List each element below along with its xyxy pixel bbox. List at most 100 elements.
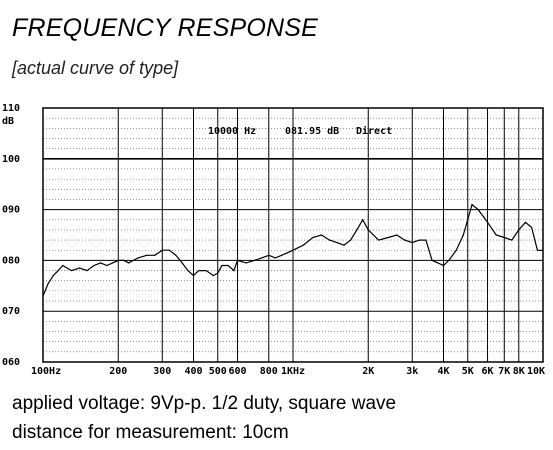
data-point: [221, 264, 223, 267]
x-tick-label: 300: [153, 366, 171, 377]
data-point: [356, 229, 358, 231]
x-tick-label: 600: [229, 366, 247, 377]
data-point: [471, 203, 473, 206]
x-tick-label: 800: [260, 366, 278, 377]
measurement-distance-note: distance for measurement: 10cm: [12, 422, 289, 443]
data-point: [483, 216, 485, 218]
data-point: [467, 219, 469, 221]
data-point: [530, 226, 533, 228]
x-tick-label: 500: [209, 366, 227, 377]
data-point: [425, 239, 427, 241]
data-point: [411, 242, 413, 244]
x-tick-label: 1KHz: [281, 366, 305, 377]
data-point: [302, 244, 304, 246]
data-point: [78, 267, 81, 269]
x-tick-label: 8K: [513, 366, 525, 377]
data-point: [128, 262, 130, 264]
data-point: [175, 254, 177, 256]
data-point: [268, 254, 270, 256]
data-point: [292, 249, 294, 251]
data-point: [112, 262, 114, 264]
data-point: [47, 282, 49, 284]
data-point: [86, 269, 88, 272]
data-point: [312, 236, 314, 239]
data-point: [205, 269, 207, 272]
data-point: [236, 259, 239, 261]
data-point: [198, 269, 200, 272]
data-point: [503, 236, 505, 239]
data-point: [212, 275, 214, 277]
chart-title: FREQUENCY RESPONSE: [12, 14, 318, 42]
data-point: [286, 252, 289, 254]
data-point: [431, 259, 433, 261]
x-tick-label: 7K: [498, 366, 510, 377]
x-tick-label: 200: [109, 366, 127, 377]
data-point: [442, 264, 445, 267]
data-point: [418, 239, 420, 241]
data-point: [320, 234, 323, 236]
data-point: [455, 249, 457, 251]
data-point: [146, 254, 148, 256]
data-point: [343, 244, 345, 246]
data-point: [161, 249, 163, 251]
data-point: [396, 234, 398, 236]
data-point: [168, 249, 170, 251]
data-point: [227, 264, 229, 267]
data-point: [362, 219, 364, 221]
data-point: [70, 269, 73, 272]
data-point: [477, 209, 479, 211]
data-point: [233, 269, 235, 272]
data-point: [106, 264, 108, 267]
x-tick-label: 6K: [482, 366, 494, 377]
data-point: [280, 254, 283, 256]
response-curve: [42, 203, 544, 297]
data-point: [387, 236, 389, 239]
data-point: [437, 262, 439, 264]
x-tick-label: 100Hz: [31, 366, 61, 377]
data-point: [62, 264, 64, 267]
data-point: [137, 257, 139, 259]
data-point: [274, 257, 276, 259]
data-point: [536, 249, 539, 251]
data-point: [367, 229, 369, 231]
data-point: [57, 269, 59, 272]
applied-voltage-note: applied voltage: 9Vp-p. 1/2 duty, square…: [12, 393, 397, 414]
data-point: [187, 269, 189, 272]
y-tick-label: 080: [2, 255, 20, 266]
data-point: [261, 257, 263, 259]
y-tick-label: 100: [2, 154, 20, 165]
y-tick-label: 060: [2, 357, 20, 368]
data-point: [378, 239, 380, 241]
readout-frequency: 10000 Hz: [208, 126, 256, 137]
data-point: [181, 262, 183, 264]
data-point: [336, 242, 338, 244]
data-point: [404, 239, 406, 241]
data-point: [350, 239, 352, 241]
data-point: [42, 295, 44, 297]
x-tick-label: 3k: [406, 366, 418, 377]
x-tick-label: 10K: [527, 366, 545, 377]
data-point: [192, 275, 195, 277]
data-point: [117, 259, 119, 261]
data-point: [511, 239, 513, 241]
data-point: [245, 262, 247, 264]
data-point: [100, 262, 102, 264]
data-point: [328, 239, 331, 241]
y-tick-label: 110: [2, 103, 20, 114]
data-point: [217, 272, 219, 274]
data-point: [524, 221, 526, 223]
data-point: [495, 234, 497, 236]
data-point: [462, 234, 464, 236]
data-point: [448, 259, 450, 261]
x-tick-label: 5K: [462, 366, 474, 377]
y-tick-label: 090: [2, 205, 20, 216]
readout-mode: Direct: [356, 125, 392, 137]
frequency-response-chart: 060 070 080 090 100 110 dB 100Hz 200 300 400 500 60…: [2, 103, 545, 377]
data-point: [518, 229, 520, 231]
x-tick-label: 2K: [362, 366, 374, 377]
x-tick-label: 400: [184, 366, 202, 377]
data-point: [154, 254, 156, 256]
x-tick-label: 4K: [437, 366, 449, 377]
y-axis-unit: dB: [2, 116, 14, 127]
data-point: [542, 249, 544, 252]
